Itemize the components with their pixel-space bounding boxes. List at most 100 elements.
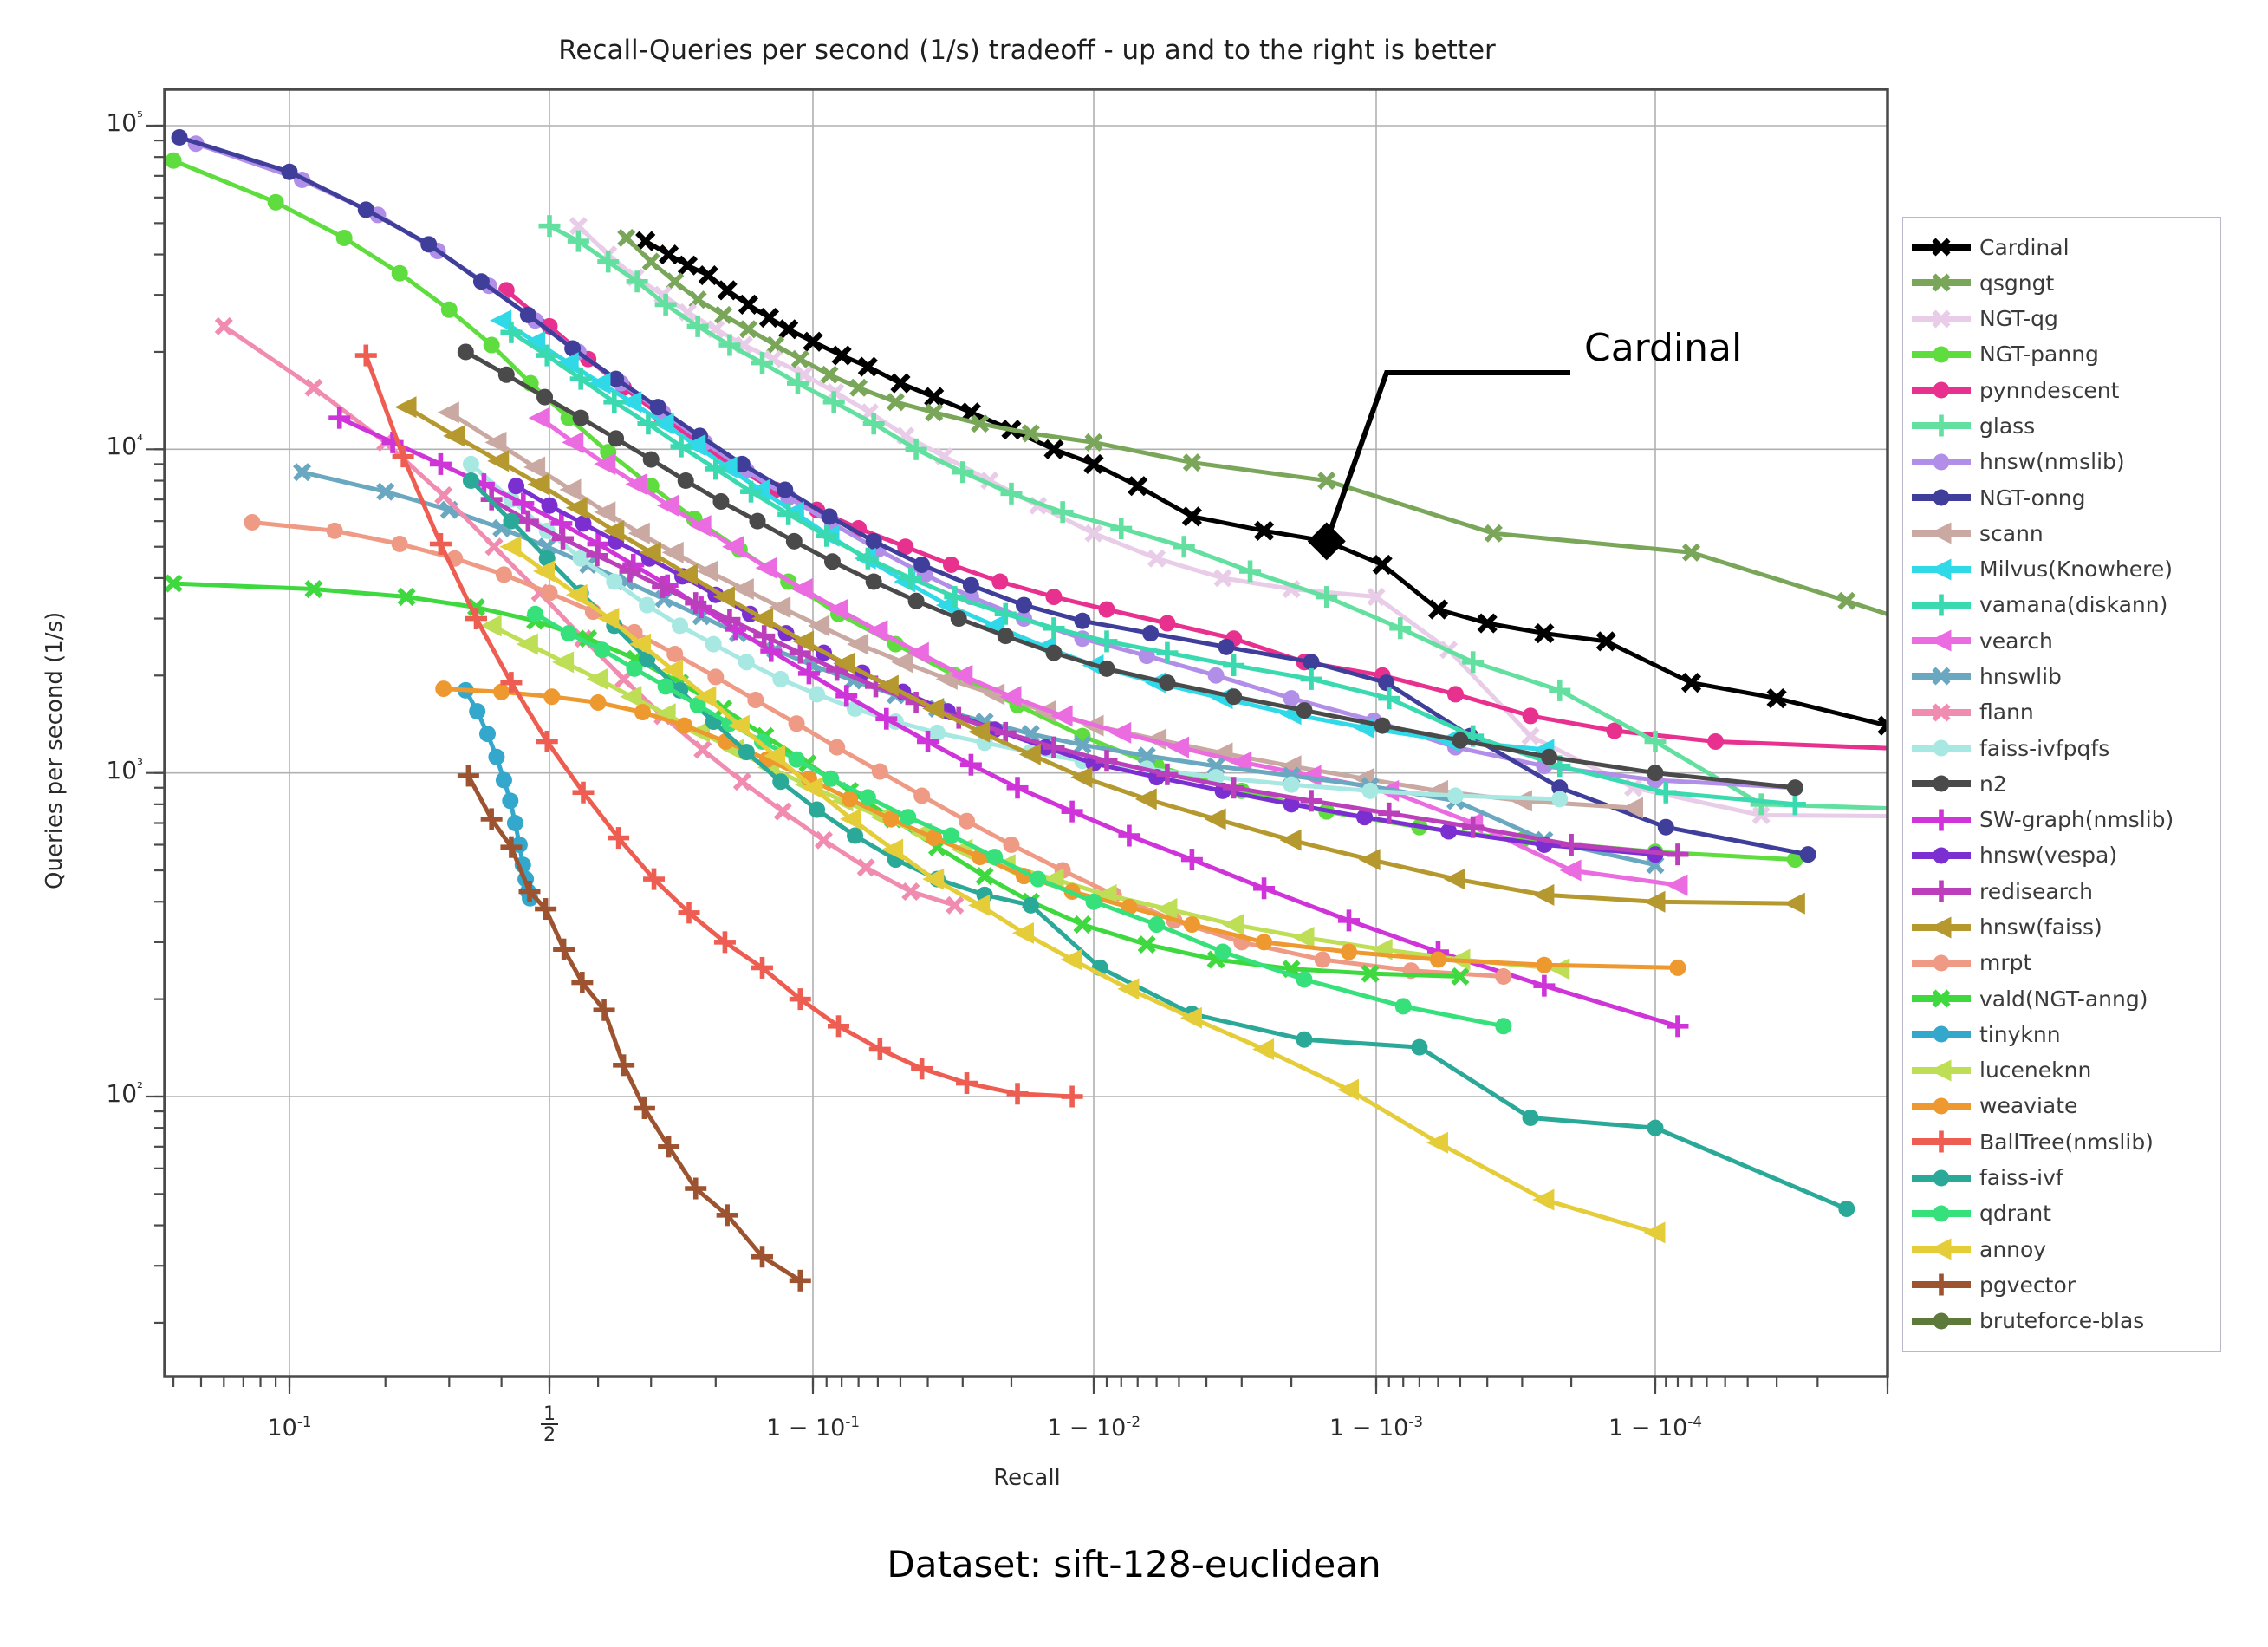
legend-marker-icon: [1903, 1017, 1979, 1051]
legend-item-label: pynndescent: [1979, 377, 2120, 403]
legend-item-pynndescent[interactable]: pynndescent: [1903, 373, 2222, 407]
legend-marker-icon: [1903, 1089, 1979, 1123]
legend-marker-icon: [1903, 230, 1979, 264]
legend-item-sw-graph-nmslib-[interactable]: SW-graph(nmslib): [1903, 803, 2222, 837]
legend-marker-icon: [1903, 516, 1979, 550]
x-tick-label: 1 − 10-3: [1329, 1413, 1423, 1442]
legend-item-label: glass: [1979, 413, 2036, 439]
legend-item-label: SW-graph(nmslib): [1979, 807, 2174, 833]
legend-item-hnsw-faiss-[interactable]: hnsw(faiss): [1903, 910, 2222, 945]
series-faiss-ivfpqfs: [462, 455, 1569, 808]
dataset-caption: Dataset: sift-128-euclidean: [887, 1543, 1381, 1585]
legend-item-label: BallTree(nmslib): [1979, 1129, 2154, 1155]
series-balltree-nmslib-: [354, 344, 1083, 1108]
legend-item-milvus-knowhere-[interactable]: Milvus(Knowhere): [1903, 552, 2222, 587]
legend-item-pgvector[interactable]: pgvector: [1903, 1267, 2222, 1302]
y-tick-label: 10⁵: [106, 108, 143, 137]
legend-item-label: vamana(diskann): [1979, 592, 2168, 618]
legend-item-label: hnswlib: [1979, 663, 2062, 689]
series-qsgngt: [617, 228, 1888, 617]
page-title: Recall-Queries per second (1/s) tradeoff…: [558, 35, 1496, 66]
legend-item-cardinal[interactable]: Cardinal: [1903, 230, 2222, 264]
x-axis-label: Recall: [993, 1465, 1061, 1491]
y-tick-label: 10⁴: [106, 432, 143, 461]
y-axis-label: Queries per second (1/s): [42, 611, 68, 889]
legend-item-scann[interactable]: scann: [1903, 516, 2222, 550]
legend-item-label: n2: [1979, 771, 2007, 797]
legend-item-vamana-diskann-[interactable]: vamana(diskann): [1903, 588, 2222, 622]
legend-marker-icon: [1903, 623, 1979, 658]
legend-item-label: qdrant: [1979, 1201, 2051, 1227]
legend-item-label: mrpt: [1979, 950, 2032, 976]
legend-item-faiss-ivf[interactable]: faiss-ivf: [1903, 1161, 2222, 1195]
legend-item-label: hnsw(faiss): [1979, 915, 2102, 941]
legend-item-mrpt[interactable]: mrpt: [1903, 946, 2222, 980]
legend-item-label: hnsw(nmslib): [1979, 449, 2125, 475]
legend-item-label: pgvector: [1979, 1272, 2076, 1298]
series-pgvector: [457, 765, 811, 1292]
cardinal-annotation-leader: [1307, 370, 1570, 561]
legend-item-ngt-onng[interactable]: NGT-onng: [1903, 480, 2222, 515]
series-ngt-onng: [171, 129, 1816, 863]
legend-item-glass[interactable]: glass: [1903, 408, 2222, 443]
legend-marker-icon: [1903, 265, 1979, 300]
series-qdrant: [527, 605, 1512, 1035]
legend-item-qdrant[interactable]: qdrant: [1903, 1196, 2222, 1231]
legend-marker-icon: [1903, 946, 1979, 980]
legend-item-label: flann: [1979, 700, 2034, 726]
legend-marker-icon: [1903, 695, 1979, 730]
legend-marker-icon: [1903, 337, 1979, 372]
legend[interactable]: Cardinal qsgngt NGT-qg NGT-panng pynndescent…: [1902, 217, 2221, 1352]
legend-item-label: luceneknn: [1979, 1058, 2092, 1084]
legend-item-label: NGT-qg: [1979, 306, 2058, 332]
legend-marker-icon: [1903, 1232, 1979, 1266]
legend-item-ngt-qg[interactable]: NGT-qg: [1903, 302, 2222, 336]
x-tick-label: 1 − 10-2: [1046, 1413, 1140, 1442]
legend-marker-icon: [1903, 1267, 1979, 1302]
legend-marker-icon: [1903, 552, 1979, 587]
legend-item-flann[interactable]: flann: [1903, 695, 2222, 730]
legend-item-balltree-nmslib-[interactable]: BallTree(nmslib): [1903, 1124, 2222, 1159]
legend-marker-icon: [1903, 408, 1979, 443]
legend-item-n2[interactable]: n2: [1903, 766, 2222, 801]
legend-item-hnsw-nmslib-[interactable]: hnsw(nmslib): [1903, 445, 2222, 479]
legend-item-ngt-panng[interactable]: NGT-panng: [1903, 337, 2222, 372]
legend-item-label: redisearch: [1979, 878, 2093, 904]
legend-item-tinyknn[interactable]: tinyknn: [1903, 1017, 2222, 1051]
legend-marker-icon: [1903, 588, 1979, 622]
legend-item-vearch[interactable]: vearch: [1903, 623, 2222, 658]
axis-frame: [146, 88, 1889, 1394]
legend-marker-icon: [1903, 766, 1979, 801]
legend-item-luceneknn[interactable]: luceneknn: [1903, 1053, 2222, 1088]
legend-item-label: faiss-ivfpqfs: [1979, 735, 2110, 761]
legend-item-qsgngt[interactable]: qsgngt: [1903, 265, 2222, 300]
series-layer: [165, 129, 1888, 1292]
legend-item-label: vald(NGT-anng): [1979, 986, 2148, 1012]
legend-item-label: NGT-panng: [1979, 342, 2099, 368]
legend-item-hnsw-vespa-[interactable]: hnsw(vespa): [1903, 838, 2222, 873]
legend-item-label: bruteforce-blas: [1979, 1308, 2145, 1334]
series-hnsw-faiss-: [394, 396, 1805, 915]
legend-marker-icon: [1903, 659, 1979, 693]
legend-item-label: tinyknn: [1979, 1021, 2061, 1047]
legend-item-bruteforce-blas[interactable]: bruteforce-blas: [1903, 1304, 2222, 1338]
legend-item-label: vearch: [1979, 628, 2053, 654]
legend-marker-icon: [1903, 302, 1979, 336]
legend-item-label: Milvus(Knowhere): [1979, 557, 2173, 583]
legend-item-annoy[interactable]: annoy: [1903, 1232, 2222, 1266]
legend-item-vald-ngt-anng-[interactable]: vald(NGT-anng): [1903, 981, 2222, 1016]
legend-item-redisearch[interactable]: redisearch: [1903, 874, 2222, 908]
legend-item-faiss-ivfpqfs[interactable]: faiss-ivfpqfs: [1903, 731, 2222, 765]
legend-item-label: qsgngt: [1979, 270, 2055, 296]
y-tick-label: 10²: [106, 1079, 143, 1108]
x-tick-label: 1 − 10-1: [765, 1413, 860, 1442]
legend-item-label: Cardinal: [1979, 234, 2070, 260]
legend-item-hnswlib[interactable]: hnswlib: [1903, 659, 2222, 693]
series-n2: [457, 343, 1803, 797]
legend-item-weaviate[interactable]: weaviate: [1903, 1089, 2222, 1123]
legend-item-label: scann: [1979, 520, 2044, 546]
legend-marker-icon: [1903, 910, 1979, 945]
